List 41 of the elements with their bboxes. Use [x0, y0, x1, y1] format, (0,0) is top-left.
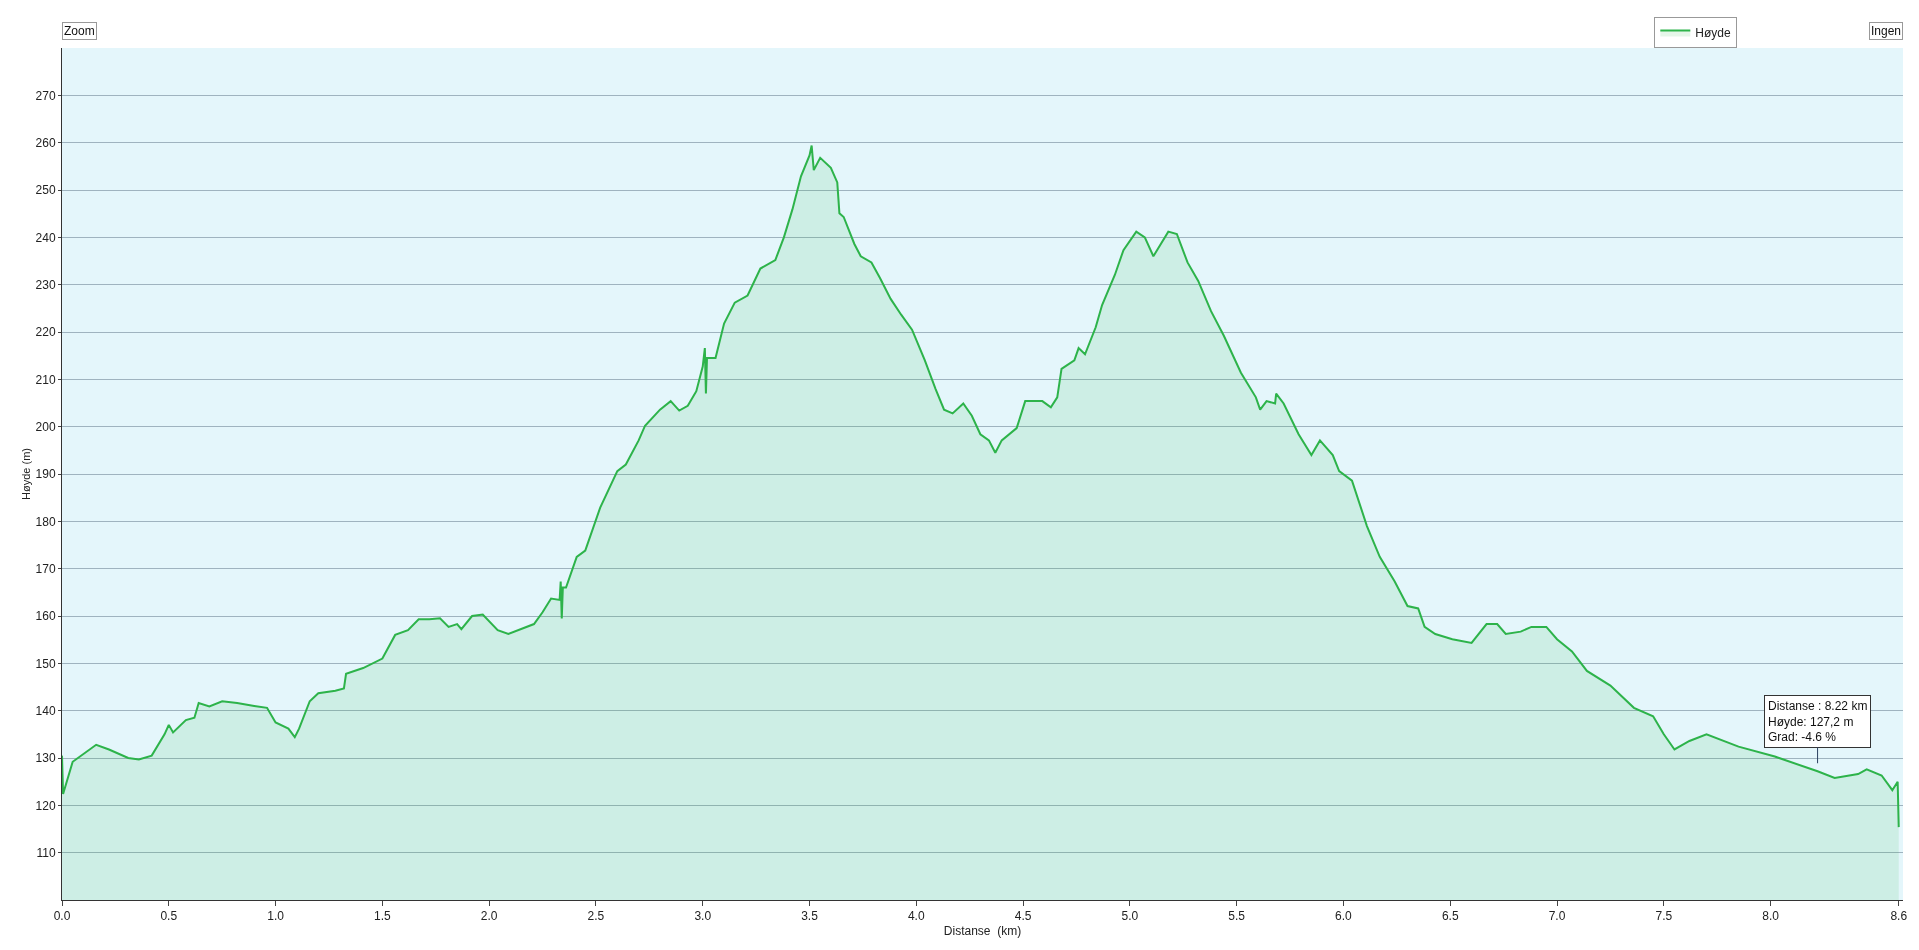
- y-tick-label: 200: [35, 419, 56, 434]
- x-tick-label: 5.5: [1228, 909, 1246, 924]
- y-tick-label: 140: [35, 703, 56, 718]
- x-tick-label: 6.5: [1441, 909, 1459, 924]
- y-tick-label: 210: [35, 372, 56, 387]
- x-axis-title: Distanse (km): [943, 924, 1022, 939]
- y-axis-title: Høyde (m): [20, 448, 33, 500]
- y-tick-label: 230: [35, 277, 56, 292]
- y-tick-label: 250: [35, 183, 56, 198]
- x-tick-label: 8.0: [1762, 909, 1780, 924]
- text: Zoom: [64, 24, 95, 38]
- x-tick-label: 8.6: [1890, 909, 1908, 924]
- x-tick-label: 6.0: [1335, 909, 1353, 924]
- x-tick-label: 3.5: [801, 909, 819, 924]
- x-tick-label: 1.0: [267, 909, 285, 924]
- y-tick-label: 150: [35, 656, 56, 671]
- x-tick-label: 1.5: [374, 909, 392, 924]
- annotation: Distanse : 8.22 km Høyde: 127,2 m Grad: -4.6 %: [1768, 699, 1868, 745]
- x-tick-label: 0.5: [160, 909, 178, 924]
- legend-label: Høyde: [1695, 26, 1731, 41]
- x-tick-label: 0.0: [53, 909, 71, 924]
- x-tick-label: 7.5: [1655, 909, 1673, 924]
- y-tick-label: 240: [35, 230, 56, 245]
- y-tick-label: 190: [35, 467, 56, 482]
- x-tick-label: 3.0: [694, 909, 712, 924]
- y-tick-label: 170: [35, 561, 56, 576]
- x-tick-label: 5.0: [1121, 909, 1139, 924]
- x-tick-label: 2.5: [587, 909, 605, 924]
- x-tick-label: 2.0: [480, 909, 498, 924]
- y-tick-label: 270: [35, 88, 56, 103]
- y-tick-label: 130: [35, 751, 56, 766]
- x-tick-label: 4.5: [1014, 909, 1032, 924]
- y-tick-label: 160: [35, 609, 56, 624]
- x-tick-label: 7.0: [1548, 909, 1566, 924]
- y-tick-label: 220: [35, 325, 56, 340]
- x-tick-label: 4.0: [907, 909, 925, 924]
- y-tick-label: 120: [35, 798, 56, 813]
- y-tick-label: 260: [35, 135, 56, 150]
- y-tick-label: 110: [36, 845, 56, 860]
- y-tick-label: 180: [35, 514, 56, 529]
- text: Ingen: [1871, 24, 1902, 38]
